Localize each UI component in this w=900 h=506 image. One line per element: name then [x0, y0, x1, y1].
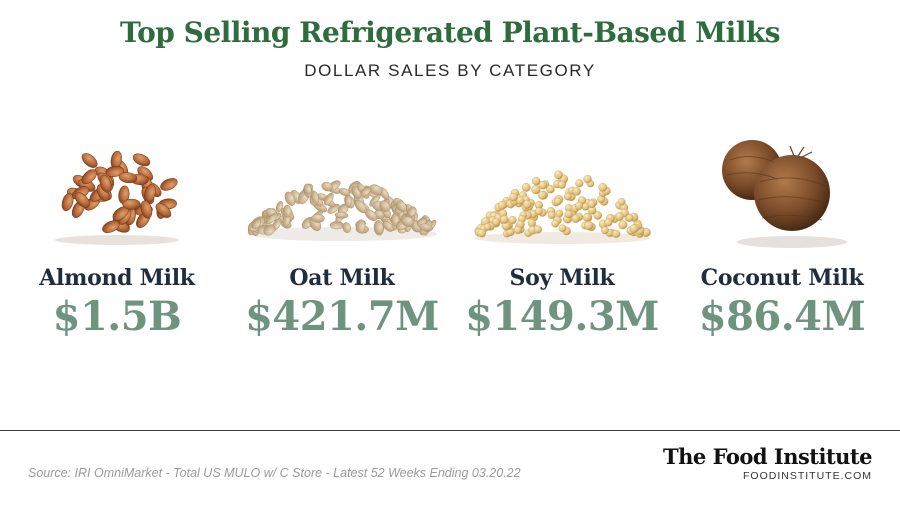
category-soy: Soy Milk $149.3M — [452, 130, 672, 340]
brand-logo: The Food Institute FOODINSTITUTE.COM — [663, 444, 872, 482]
footer-divider — [0, 430, 900, 431]
category-name: Oat Milk — [289, 265, 395, 291]
category-name: Almond Milk — [39, 265, 195, 291]
brand-name: The Food Institute — [663, 444, 872, 469]
category-name: Coconut Milk — [700, 265, 864, 291]
category-oat: Oat Milk $421.7M — [232, 130, 452, 340]
oats-icon — [247, 180, 437, 241]
brand-url: FOODINSTITUTE.COM — [743, 470, 872, 482]
category-value: $421.7M — [245, 293, 439, 340]
soybeans-icon — [474, 170, 651, 244]
category-name: Soy Milk — [509, 265, 615, 291]
source-note: Source: IRI OmniMarket - Total US MULO w… — [28, 466, 521, 480]
category-value: $86.4M — [698, 293, 866, 340]
coconut-icon — [722, 140, 847, 248]
category-value: $1.5B — [52, 293, 182, 340]
category-almond: Almond Milk $1.5B — [7, 130, 227, 340]
page-subtitle: DOLLAR SALES BY CATEGORY — [304, 61, 596, 80]
category-value: $149.3M — [465, 293, 659, 340]
category-coconut: Coconut Milk $86.4M — [672, 130, 892, 340]
page-title: Top Selling Refrigerated Plant-Based Mil… — [119, 16, 781, 49]
almonds-icon — [55, 150, 179, 245]
